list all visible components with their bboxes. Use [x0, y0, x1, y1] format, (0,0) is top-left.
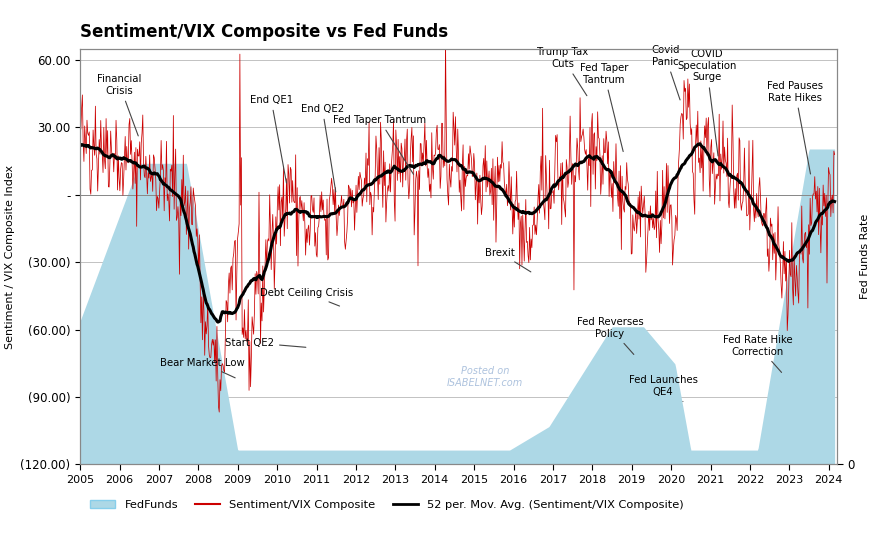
Legend: FedFunds, Sentiment/VIX Composite, 52 per. Mov. Avg. (Sentiment/VIX Composite): FedFunds, Sentiment/VIX Composite, 52 pe… — [85, 496, 688, 515]
Text: Start QE2: Start QE2 — [225, 338, 306, 348]
Text: COVID
Speculation
Surge: COVID Speculation Surge — [677, 49, 736, 156]
Text: Trump Tax
Cuts: Trump Tax Cuts — [538, 47, 588, 96]
Y-axis label: Sentiment / VIX Composite Index: Sentiment / VIX Composite Index — [4, 165, 15, 348]
Text: Financial
Crisis: Financial Crisis — [97, 74, 142, 136]
Text: Fed Pauses
Rate Hikes: Fed Pauses Rate Hikes — [767, 81, 823, 174]
Text: Covid
Panic: Covid Panic — [651, 45, 680, 100]
Text: Fed Launches
QE4: Fed Launches QE4 — [628, 375, 698, 401]
Text: End QE2: End QE2 — [301, 104, 344, 192]
Text: Bear Market Low: Bear Market Low — [160, 358, 245, 378]
Text: Debt Ceiling Crisis: Debt Ceiling Crisis — [260, 288, 353, 306]
Text: Fed Rate Hike
Correction: Fed Rate Hike Correction — [723, 335, 793, 373]
Y-axis label: Fed Funds Rate: Fed Funds Rate — [860, 214, 870, 299]
Text: Posted on
ISABELNET.com: Posted on ISABELNET.com — [447, 366, 523, 388]
Text: Fed Taper Tantrum: Fed Taper Tantrum — [333, 115, 426, 174]
Text: Fed Taper
Tantrum: Fed Taper Tantrum — [580, 63, 628, 152]
Text: Brexit: Brexit — [485, 248, 530, 272]
Text: End QE1: End QE1 — [249, 95, 293, 183]
Text: Sentiment/VIX Composite vs Fed Funds: Sentiment/VIX Composite vs Fed Funds — [80, 23, 449, 42]
Text: Fed Reverses
Policy: Fed Reverses Policy — [577, 317, 643, 354]
